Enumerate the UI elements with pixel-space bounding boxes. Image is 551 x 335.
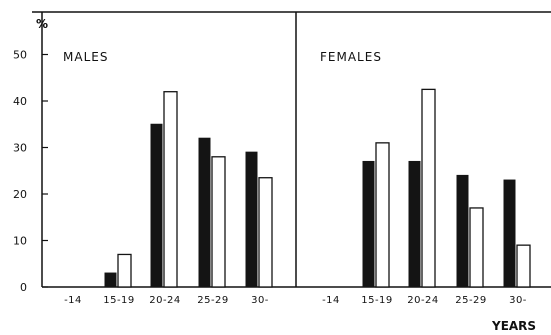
bar-solid-males-1 xyxy=(104,272,117,288)
x-tick-label: -14 xyxy=(322,295,340,306)
bars xyxy=(104,88,531,288)
x-tick-label: 25-29 xyxy=(455,295,487,306)
x-tick-label: -14 xyxy=(64,295,82,306)
bar-open-females-3 xyxy=(469,207,484,288)
bar-open-females-1 xyxy=(375,142,390,288)
x-tick-label: 25-29 xyxy=(197,295,229,306)
bar-open-males-3 xyxy=(211,156,226,288)
x-tick-label: 20-24 xyxy=(407,295,439,306)
bar-solid-females-3 xyxy=(456,174,469,288)
bar-solid-males-2 xyxy=(150,123,163,288)
y-tick-label: 50 xyxy=(13,49,27,62)
y-tick-label: 40 xyxy=(13,95,27,108)
x-tick-label: 15-19 xyxy=(361,295,393,306)
y-tick-label: 30 xyxy=(13,142,27,155)
panel-title-females: FEMALES xyxy=(320,50,382,64)
bar-open-females-4 xyxy=(516,244,531,288)
y-tick-label: 0 xyxy=(20,281,27,294)
y-tick-label: 10 xyxy=(13,235,27,248)
bar-solid-females-2 xyxy=(408,160,421,288)
x-tick-label: 15-19 xyxy=(103,295,135,306)
x-unit-label: YEARS xyxy=(491,319,536,333)
bar-solid-males-4 xyxy=(245,151,258,288)
bar-solid-females-1 xyxy=(362,160,375,288)
x-tick-label: 30- xyxy=(509,295,527,306)
x-tick-label: 20-24 xyxy=(149,295,181,306)
bar-open-males-1 xyxy=(117,253,132,288)
x-tick-labels: -14 15-19 20-24 25-29 30- -14 15-19 20-24 25-29 3… xyxy=(64,295,527,306)
y-tick-label: 20 xyxy=(13,188,27,201)
y-ticks: 0 10 20 30 40 50 xyxy=(13,49,48,294)
bar-open-females-2 xyxy=(421,88,436,288)
bar-solid-females-4 xyxy=(503,179,516,288)
x-tick-label: 30- xyxy=(251,295,269,306)
bar-open-males-4 xyxy=(258,177,273,288)
panel-title-males: MALES xyxy=(63,50,108,64)
bar-solid-males-3 xyxy=(198,137,211,288)
y-unit-label: % xyxy=(36,17,48,31)
bar-open-males-2 xyxy=(163,91,178,288)
